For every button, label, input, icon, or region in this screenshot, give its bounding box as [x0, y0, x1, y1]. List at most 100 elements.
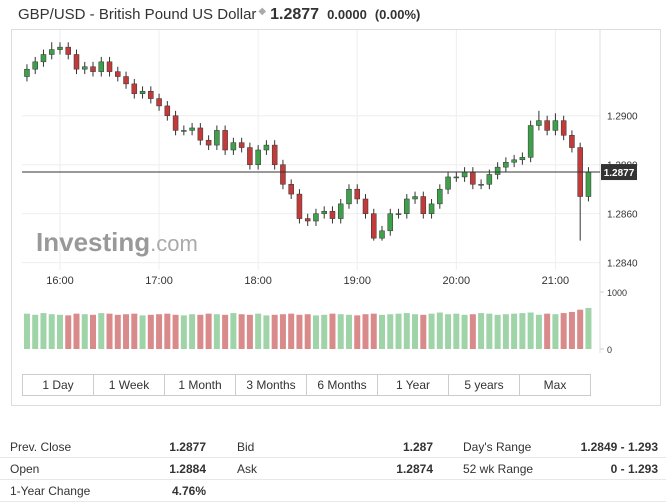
stats-table: Prev. Close 1.2877 Bid 1.287 Day's Range 1.28… — [0, 436, 666, 502]
candle-body — [197, 127, 204, 141]
volume-bar — [568, 311, 575, 349]
candle-body — [412, 196, 418, 200]
volume-bar — [114, 314, 121, 349]
candle-body — [321, 210, 327, 214]
volume-bar — [98, 313, 105, 349]
y2-tick-label: 1000 — [607, 288, 627, 298]
stat-value: 4.76% — [171, 484, 206, 498]
volume-bar — [412, 314, 419, 349]
volume-bar — [180, 315, 187, 349]
chart: 16:00 17:00 18:00 19:00 20:00 21:00 1.2900 1.28… — [22, 30, 638, 355]
volume-bar — [577, 309, 584, 349]
stat-label: Day's Range — [463, 440, 532, 454]
candle-body — [24, 68, 30, 77]
candle-body — [494, 166, 501, 175]
candle-body — [148, 90, 154, 99]
quote-header: GBP/USD - British Pound US Dollar ◆ 1.2877… — [18, 6, 428, 24]
volume-bar — [238, 314, 245, 349]
volume-bar — [428, 313, 435, 349]
candle-body — [205, 139, 212, 146]
favorite-star[interactable]: ◆ — [258, 6, 267, 17]
volume-bar — [81, 314, 88, 349]
candle-body — [238, 142, 245, 148]
stat-value: 1.2877 — [169, 440, 206, 454]
stats-row: Open 1.2884 Ask 1.2874 52 wk Range 0 - 1.293 — [0, 458, 666, 480]
candle-body — [172, 115, 179, 131]
volume-bar — [263, 315, 270, 349]
candle-body — [560, 120, 567, 136]
candle-body — [48, 49, 55, 55]
candle-body — [304, 218, 311, 222]
candle-body — [57, 46, 63, 50]
volume-bar — [502, 314, 509, 349]
volume-bar — [65, 315, 72, 349]
stat-label: Bid — [237, 440, 255, 454]
volume-bar — [288, 313, 295, 349]
candle-body — [404, 198, 410, 214]
x-tick-label: 16:00 — [46, 275, 74, 287]
range-button[interactable]: 1 Month — [164, 375, 235, 395]
y-tick-label: 1.2900 — [607, 112, 638, 123]
range-button[interactable]: 1 Year — [377, 375, 448, 395]
volume-bar — [164, 313, 171, 349]
candle-body — [503, 161, 509, 168]
candle-body — [585, 171, 592, 197]
candle-body — [337, 203, 344, 219]
volume-bar — [461, 314, 468, 349]
volume-bar — [329, 313, 336, 349]
candle-body — [544, 120, 550, 131]
volume-bar — [312, 315, 319, 349]
candle-body — [346, 188, 352, 205]
range-button[interactable]: Max — [519, 375, 590, 395]
volume-bar — [197, 314, 204, 349]
volume-bar — [354, 315, 361, 349]
candle-body — [461, 171, 468, 178]
candle-body — [263, 144, 270, 151]
y-tick-label: 1.2840 — [607, 259, 638, 270]
volume-bar — [123, 314, 130, 349]
watermark-brand: Investing — [36, 227, 150, 257]
stat-value: 1.2849 - 1.293 — [580, 440, 658, 454]
range-button[interactable]: 1 Week — [93, 375, 164, 395]
stat-label: Open — [10, 462, 40, 476]
candle-body — [428, 203, 435, 214]
volume-bar — [147, 314, 154, 349]
candle-body — [139, 90, 146, 94]
volume-bar — [486, 313, 493, 349]
stats-row: 1-Year Change 4.76% — [0, 480, 666, 502]
x-tick-label: 19:00 — [343, 275, 371, 287]
candle-body — [371, 213, 377, 239]
last-price-label: 1.2877 — [604, 168, 635, 179]
x-tick-label: 17:00 — [145, 275, 173, 287]
candle-body — [214, 130, 220, 146]
volume-bar — [560, 313, 567, 349]
candle-body — [73, 54, 80, 70]
candle-body — [511, 159, 517, 163]
volume-bar — [420, 314, 427, 349]
volume-bar — [321, 314, 328, 349]
chart-panel — [11, 29, 661, 406]
stat-label: 52 wk Range — [463, 462, 534, 476]
range-button[interactable]: 5 years — [448, 375, 519, 395]
volume-bar — [48, 314, 55, 349]
volume-bar — [436, 312, 443, 349]
candle-body — [271, 144, 278, 165]
range-button[interactable]: 6 Months — [306, 375, 377, 395]
volume-bar — [527, 312, 534, 349]
stat-value: 0 - 1.293 — [610, 462, 658, 476]
range-button[interactable]: 1 Day — [23, 375, 93, 395]
volume-bar — [23, 313, 30, 349]
volume-bar — [469, 314, 476, 349]
volume-bar — [552, 314, 559, 349]
candle-body — [82, 66, 88, 70]
volume-bar — [337, 314, 344, 349]
x-tick-label: 20:00 — [443, 275, 471, 287]
volume-bar — [73, 313, 80, 349]
volume-bar — [90, 314, 97, 349]
volume-bar — [387, 314, 394, 349]
range-button[interactable]: 3 Months — [235, 375, 306, 395]
stat-label: 1-Year Change — [10, 484, 91, 498]
candle-body — [280, 164, 286, 185]
candle-body — [437, 188, 443, 205]
